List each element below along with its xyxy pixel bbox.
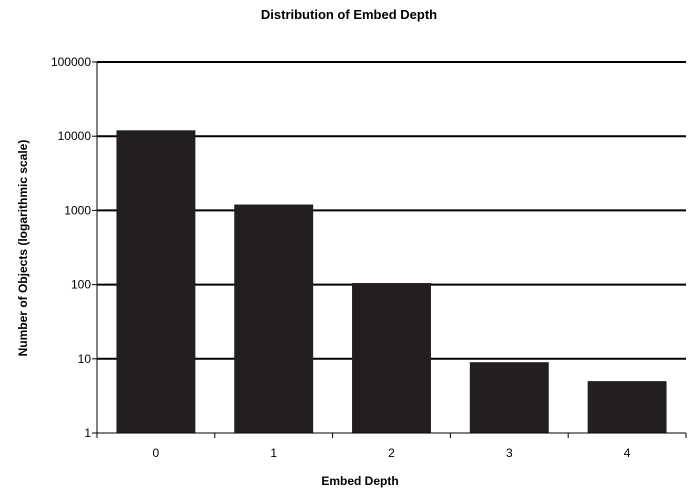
x-tick-label: 4 — [624, 446, 631, 460]
x-tick-label: 2 — [388, 446, 395, 460]
y-tick-label: 1 — [84, 426, 91, 440]
x-tick-label: 0 — [153, 446, 160, 460]
bar — [352, 283, 431, 433]
y-tick-label: 10000 — [58, 129, 92, 143]
y-tick-label: 10 — [78, 352, 92, 366]
x-tick-label: 1 — [270, 446, 277, 460]
axes: 1 10 100 1000 10000 100000 0 1 2 3 4 — [51, 55, 687, 460]
x-axis-title: Embed Depth — [321, 474, 398, 488]
bar — [587, 381, 667, 433]
bar — [234, 204, 314, 433]
chart-title: Distribution of Embed Depth — [261, 7, 437, 22]
y-tick-label: 1000 — [64, 203, 91, 217]
x-tick-label: 3 — [506, 446, 513, 460]
y-tick-label: 100000 — [51, 55, 91, 69]
bars — [116, 130, 667, 433]
bar — [469, 362, 549, 433]
y-axis-title: Number of Objects (logarithmic scale) — [16, 140, 30, 357]
bar — [116, 130, 196, 433]
y-tick-label: 100 — [71, 278, 91, 292]
